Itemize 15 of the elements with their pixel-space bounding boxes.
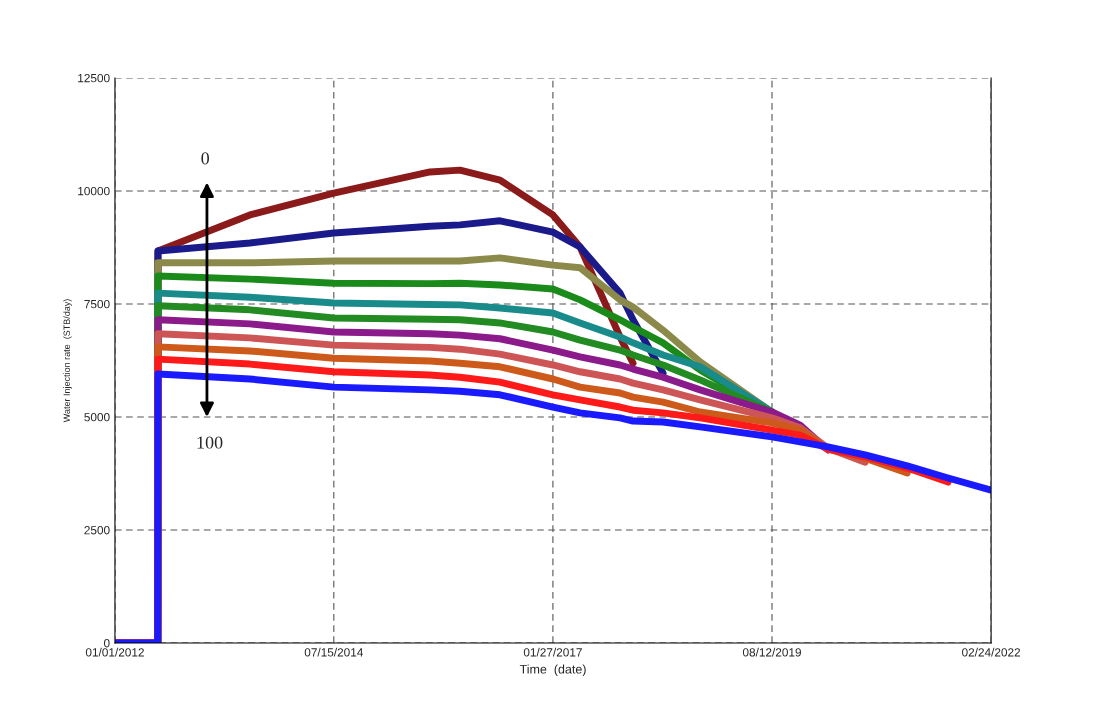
x-tick-label: 01/01/2012	[85, 647, 144, 657]
x-tick-label: 01/27/2017	[523, 647, 582, 657]
y-tick-label: 7500	[84, 299, 110, 309]
x-axis-title: Time (date)	[519, 664, 586, 677]
annotation: 0	[201, 152, 210, 165]
y-tick-label: 12500	[78, 73, 110, 83]
annotation: 100	[197, 436, 223, 449]
y-tick-label: 5000	[84, 413, 110, 422]
y-tick-label: 0	[103, 639, 110, 648]
x-tick-label: 02/24/2022	[962, 647, 1021, 657]
y-axis-title: Water Injection rate (STB/day)	[63, 299, 72, 423]
x-tick-label: 07/15/2014	[304, 647, 364, 657]
x-tick-label: 08/12/2019	[742, 647, 801, 657]
y-tick-label: 10000	[78, 186, 110, 196]
y-tick-label: 2500	[84, 526, 110, 535]
